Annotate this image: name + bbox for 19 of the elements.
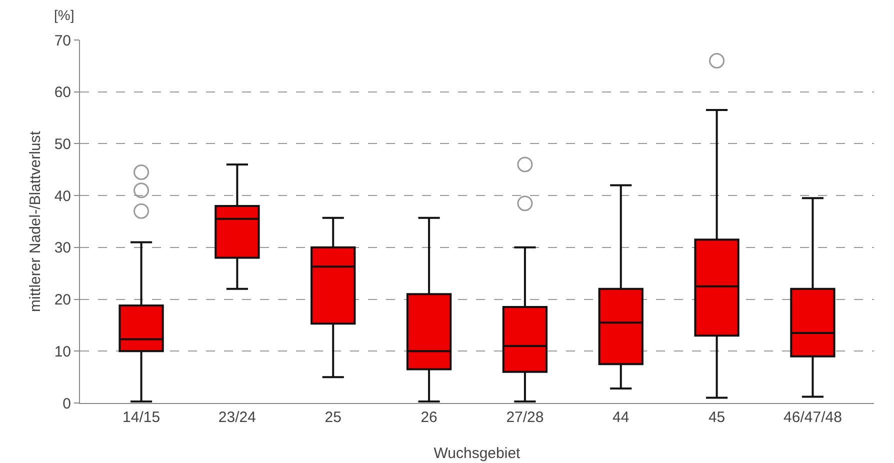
x-tick-label: 44 <box>612 409 630 426</box>
text: [%] <box>54 7 74 23</box>
y-tick-label: 10 <box>54 343 71 360</box>
y-tick-label: 60 <box>54 84 71 102</box>
x-tick-label: 26 <box>420 409 438 426</box>
y-tick-label: 0 <box>62 395 71 412</box>
y-tick-label: 40 <box>54 188 71 205</box>
y-tick-label: 20 <box>54 292 71 309</box>
x-tick-label: 14/15 <box>122 409 160 426</box>
y-tick-label: 50 <box>54 136 71 153</box>
x-tick-label: 25 <box>324 409 342 426</box>
x-tick-label: 46/47/48 <box>784 409 842 426</box>
x-tick-label: 23/24 <box>218 409 256 426</box>
y-tick-label: 70 <box>54 32 71 50</box>
x-tick-label: 27/28 <box>506 409 544 426</box>
x-tick-label: 45 <box>708 409 726 426</box>
y-axis-title: mittlerer Nadel-/Blattverlust <box>27 130 44 312</box>
x-axis-title: Wuchsgebiet <box>434 445 522 462</box>
y-tick-label: 30 <box>54 240 71 257</box>
